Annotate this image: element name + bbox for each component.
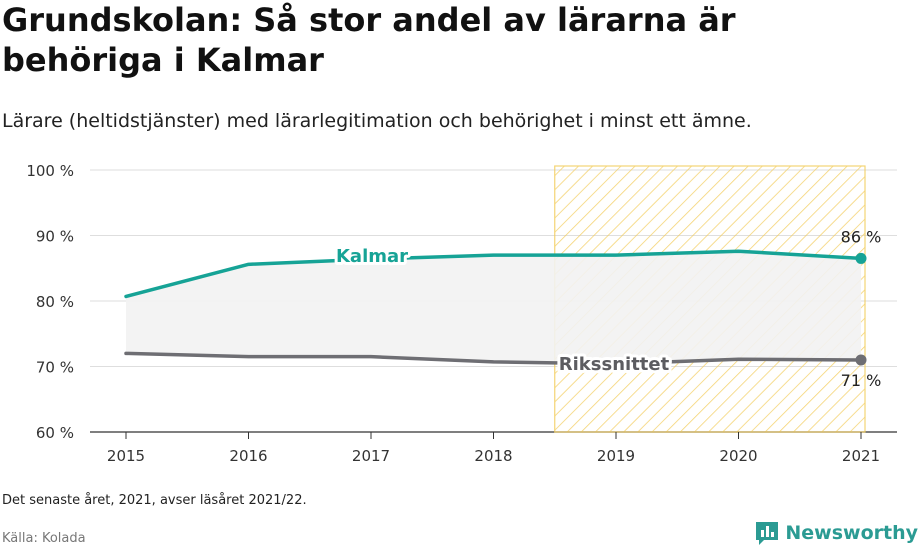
end-point-kalmar [855, 252, 867, 264]
y-tick-label: 60 % [36, 424, 74, 442]
brand-logo: Newsworthy [754, 520, 918, 546]
x-tick-label: 2021 [842, 447, 880, 465]
end-label-kalmar: 86 % [841, 227, 882, 246]
series-label-kalmar: Kalmar [336, 246, 408, 267]
x-tick-label: 2017 [352, 447, 390, 465]
line-chart: 60 % 70 % 80 % 90 % 100 % 2015 2016 2017 2018 201… [26, 162, 897, 465]
between-area [126, 251, 861, 364]
series-line-kalmar [124, 249, 863, 299]
x-tick-label: 2016 [229, 447, 267, 465]
brand-name: Newsworthy [785, 522, 918, 544]
y-tick-label: 100 % [26, 162, 74, 180]
x-tick-label: 2020 [719, 447, 757, 465]
end-point-rikssnittet [855, 354, 867, 366]
series-line-rikssnittet [124, 351, 863, 366]
newsworthy-logo-icon [756, 522, 779, 545]
end-label-rikssnittet: 71 % [841, 371, 882, 390]
source-text: Källa: Kolada [2, 531, 86, 546]
y-tick-label: 70 % [36, 359, 74, 377]
chart-title: Grundskolan: Så stor andel av lärarna är… [2, 1, 736, 79]
x-tick-label: 2019 [597, 447, 635, 465]
chart-subtitle: Lärare (heltidstjänster) med lärarlegiti… [2, 110, 752, 132]
x-tick-label: 2015 [107, 447, 145, 465]
series-label-kalmar-halo: Kalmar [336, 246, 408, 267]
series-label-rikssnittet-halo: Rikssnittet [559, 354, 670, 375]
series-label-rikssnittet: Rikssnittet [559, 354, 670, 375]
y-tick-label: 80 % [36, 293, 74, 311]
footnote: Det senaste året, 2021, avser läsåret 20… [2, 493, 307, 508]
x-tick-label: 2018 [474, 447, 512, 465]
y-tick-label: 90 % [36, 228, 74, 246]
